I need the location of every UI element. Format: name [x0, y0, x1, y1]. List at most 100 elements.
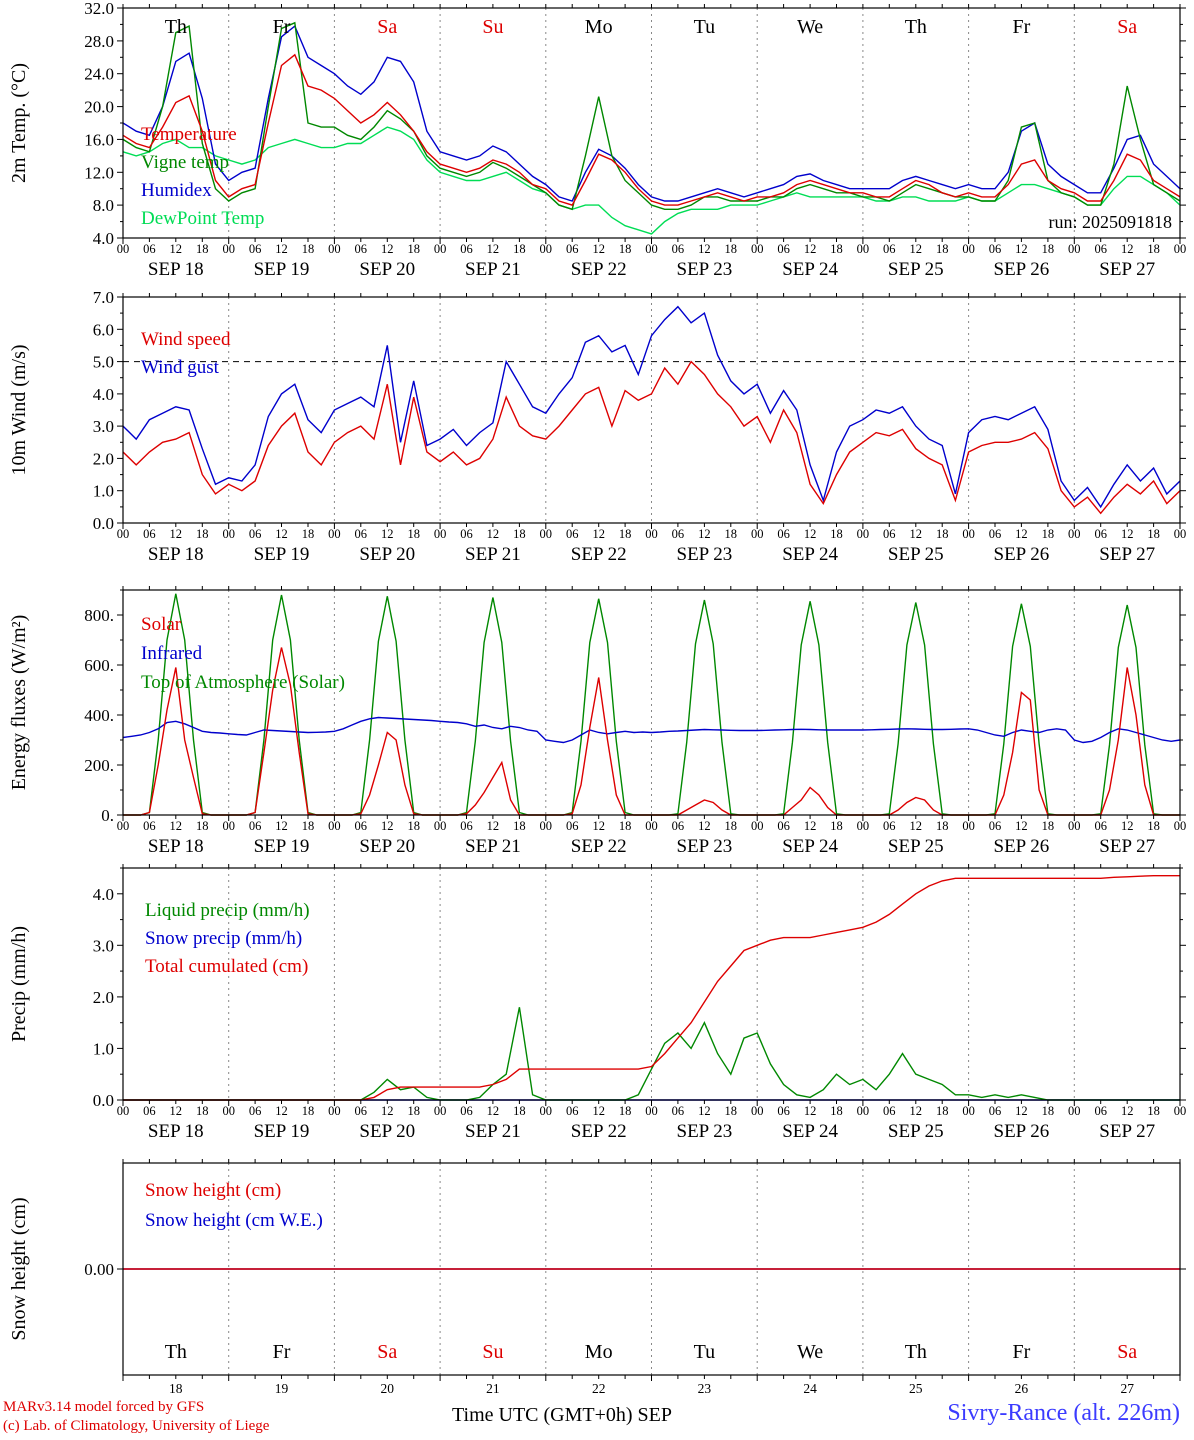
hour-tick-label: 00 — [1174, 527, 1187, 541]
hour-tick-label: 18 — [830, 1104, 843, 1118]
hour-tick-label: 18 — [619, 527, 632, 541]
y-tick-label: 16.0 — [84, 130, 114, 149]
hour-tick-label: 18 — [513, 527, 526, 541]
date-label: SEP 26 — [994, 259, 1050, 280]
y-tick-label: 32.0 — [84, 0, 114, 18]
hour-tick-label: 00 — [645, 1104, 658, 1118]
weekday-label: Th — [165, 16, 187, 38]
legend-item: Snow precip (mm/h) — [145, 928, 302, 949]
y-tick-label: 200. — [84, 756, 114, 775]
day-number-label: 23 — [698, 1381, 712, 1396]
hour-tick-label: 06 — [777, 1104, 790, 1118]
date-label: SEP 19 — [254, 544, 310, 565]
series-vigne-temp — [122, 21, 1181, 211]
y-tick-label: 24.0 — [84, 65, 114, 84]
meteogram-chart: 4.0 8.0 12.0 16.0 20.0 24.0 28.0 32.0 2m Temp. (… — [8, 0, 1187, 1396]
hour-tick-label: 12 — [487, 527, 500, 541]
hour-tick-label: 06 — [249, 527, 262, 541]
y-axis-label: 2m Temp. (°C) — [8, 63, 30, 183]
hour-tick-label: 00 — [222, 819, 235, 833]
day-number-label: 25 — [909, 1381, 923, 1396]
hour-tick-label: 06 — [355, 1104, 368, 1118]
legend-item: Wind speed — [141, 329, 231, 350]
hour-tick-label: 18 — [619, 1104, 632, 1118]
legend-item: Temperature — [141, 124, 237, 145]
hour-tick-label: 06 — [566, 527, 579, 541]
hour-tick-label: 12 — [1121, 242, 1134, 256]
legend-item: Snow height (cm) — [145, 1180, 281, 1201]
hour-tick-label: 12 — [170, 527, 183, 541]
hour-tick-label: 18 — [619, 819, 632, 833]
hour-tick-label: 06 — [777, 819, 790, 833]
legend-item: Total cumulated (cm) — [145, 956, 308, 977]
weekday-label: Tu — [694, 1341, 716, 1363]
hour-tick-label: 12 — [698, 527, 711, 541]
hour-tick-label: 00 — [1174, 819, 1187, 833]
legend-item: Top of Atmosphere (Solar) — [141, 672, 345, 693]
hour-tick-label: 12 — [804, 1104, 817, 1118]
credits: MARv3.14 model forced by GFS (c) Lab. of… — [3, 1398, 269, 1436]
hour-tick-label: 00 — [857, 1104, 870, 1118]
hour-tick-label: 06 — [989, 1104, 1002, 1118]
hour-tick-label: 00 — [857, 527, 870, 541]
hour-tick-label: 06 — [460, 527, 473, 541]
date-label: SEP 24 — [782, 1121, 838, 1142]
hour-tick-label: 00 — [1174, 242, 1187, 256]
hour-tick-label: 18 — [1042, 242, 1055, 256]
hour-tick-label: 00 — [328, 242, 341, 256]
weekday-label: Mo — [585, 1341, 613, 1363]
day-number-label: 21 — [486, 1381, 500, 1396]
station-label: Sivry-Rance (alt. 226m) — [947, 1400, 1180, 1426]
hour-tick-label: 18 — [196, 527, 209, 541]
hour-tick-label: 06 — [249, 819, 262, 833]
hour-tick-label: 06 — [143, 242, 156, 256]
y-tick-label: 7.0 — [93, 288, 114, 307]
hour-tick-label: 00 — [540, 527, 553, 541]
hour-tick-label: 18 — [196, 819, 209, 833]
hour-tick-label: 00 — [962, 527, 975, 541]
series-wind-gust — [122, 305, 1181, 509]
date-label: SEP 23 — [677, 1121, 733, 1142]
hour-tick-label: 06 — [672, 1104, 685, 1118]
hour-tick-label: 18 — [407, 1104, 420, 1118]
hour-tick-label: 06 — [989, 819, 1002, 833]
hour-tick-label: 18 — [936, 242, 949, 256]
y-tick-label: 2.0 — [93, 988, 114, 1007]
hour-tick-label: 00 — [222, 242, 235, 256]
hour-tick-label: 12 — [698, 242, 711, 256]
panel-frame — [122, 589, 1181, 816]
hour-tick-label: 12 — [170, 1104, 183, 1118]
hour-tick-label: 18 — [196, 242, 209, 256]
date-label: SEP 20 — [359, 1121, 415, 1142]
hour-tick-label: 00 — [645, 819, 658, 833]
y-tick-label: 20.0 — [84, 98, 114, 117]
hour-tick-label: 12 — [804, 242, 817, 256]
hour-tick-label: 06 — [249, 242, 262, 256]
day-number-label: 24 — [803, 1381, 817, 1396]
date-label: SEP 23 — [677, 259, 733, 280]
hour-tick-label: 00 — [751, 242, 764, 256]
date-label: SEP 24 — [782, 259, 838, 280]
hour-tick-label: 12 — [1121, 527, 1134, 541]
panel-energy: 0. 200. 400. 600. 800. Energy fluxes (W/m²) So… — [8, 586, 1186, 857]
weekday-label: Tu — [694, 16, 716, 38]
hour-tick-label: 18 — [196, 1104, 209, 1118]
date-label: SEP 20 — [359, 544, 415, 565]
hour-tick-label: 06 — [777, 242, 790, 256]
hour-tick-label: 18 — [830, 242, 843, 256]
weekday-label: We — [797, 16, 823, 38]
y-tick-label: 5.0 — [93, 353, 114, 372]
hour-tick-label: 12 — [804, 819, 817, 833]
hour-tick-label: 06 — [672, 242, 685, 256]
hour-tick-label: 06 — [566, 819, 579, 833]
hour-tick-label: 00 — [540, 819, 553, 833]
legend-item: Solar — [141, 614, 182, 635]
hour-tick-label: 00 — [328, 527, 341, 541]
weekday-label: Sa — [1117, 1341, 1137, 1363]
hour-tick-label: 00 — [434, 242, 447, 256]
y-tick-label: 0.0 — [93, 514, 114, 533]
run-label: run: 2025091818 — [1049, 212, 1173, 232]
date-label: SEP 25 — [888, 544, 944, 565]
series-liquid-precip — [123, 1007, 1180, 1101]
date-label: SEP 27 — [1099, 836, 1155, 857]
